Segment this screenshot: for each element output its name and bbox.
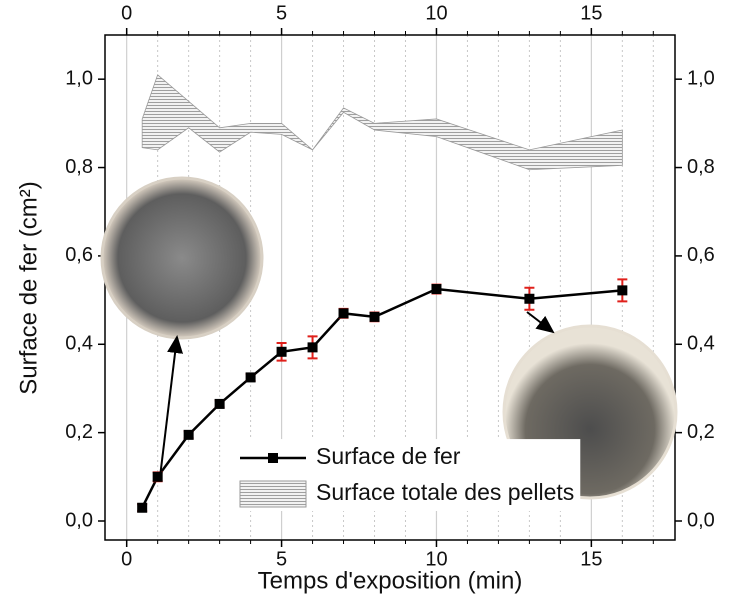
line — [141, 287, 623, 509]
marker — [245, 372, 256, 383]
y-tick-label: 1,0 — [65, 67, 93, 89]
y-tick-label: 0,2 — [65, 421, 93, 443]
marker — [307, 342, 318, 353]
legend: Surface de fer Surface totale des pellets — [234, 439, 581, 511]
y-tick-label-right: 0,8 — [687, 156, 715, 178]
marker — [214, 398, 225, 409]
x-tick-label-top: 10 — [425, 2, 447, 24]
marker — [276, 346, 287, 357]
x-tick-label: 10 — [425, 548, 447, 570]
y-tick-label-right: 0,6 — [687, 244, 715, 266]
y-tick-label: 0,6 — [65, 244, 93, 266]
y-tick-label-right: 0,4 — [687, 333, 715, 355]
y-tick-label: 0,8 — [65, 156, 93, 178]
marker — [524, 293, 535, 304]
y-tick-label: 0,4 — [65, 333, 93, 355]
marker — [338, 308, 349, 319]
arrow — [526, 311, 555, 334]
marker — [617, 285, 628, 296]
legend-swatch — [239, 480, 307, 508]
y-axis-title: Surface de fer (cm²) — [15, 181, 42, 394]
x-tick-label-top: 15 — [580, 2, 602, 24]
marker — [152, 471, 163, 482]
legend-label: Surface de fer — [316, 443, 461, 469]
y-tick-label-right: 0,0 — [687, 509, 715, 531]
x-axis-title: Temps d'exposition (min) — [258, 567, 523, 594]
x-tick-label: 15 — [580, 548, 602, 570]
x-tick-label-top: 5 — [276, 2, 287, 24]
y-tick-label: 0,0 — [65, 509, 93, 531]
x-tick-label-top: 0 — [121, 2, 132, 24]
y-tick-label-right: 0,2 — [687, 421, 715, 443]
x-tick-label: 0 — [121, 548, 132, 570]
photo-pellet-early — [100, 176, 264, 340]
plot-frame — [104, 34, 676, 541]
band-area — [141, 74, 623, 171]
y-tick-label-right: 1,0 — [687, 67, 715, 89]
marker — [431, 284, 442, 295]
marker — [137, 502, 148, 513]
marker — [183, 429, 194, 440]
arrow — [159, 335, 184, 478]
legend-label: Surface totale des pellets — [316, 479, 574, 505]
x-tick-label: 5 — [276, 548, 287, 570]
marker — [369, 311, 380, 322]
legend-marker — [268, 453, 278, 463]
